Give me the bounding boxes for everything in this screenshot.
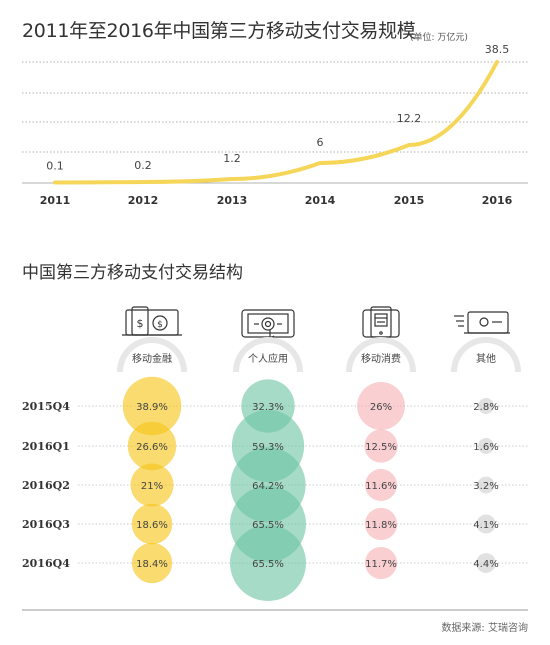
x-tick-label: 2016 — [482, 194, 513, 207]
bubble — [364, 507, 398, 541]
bubble — [131, 503, 173, 545]
bubble — [365, 469, 397, 501]
bubble-value-label: 4.4% — [473, 559, 498, 570]
column-arc — [451, 337, 521, 373]
bubble-value-label: 59.3% — [252, 442, 284, 453]
bubble — [357, 382, 405, 430]
mobile-consumption-icon — [362, 306, 400, 338]
column-label: 移动金融 — [132, 352, 172, 365]
bubble — [131, 542, 173, 584]
bubble — [478, 438, 494, 454]
data-label: 1.2 — [223, 152, 241, 165]
bubble-value-label: 65.5% — [252, 520, 284, 531]
bubble-value-label: 12.5% — [365, 442, 397, 453]
column-arc — [117, 337, 187, 373]
bubble — [122, 376, 182, 436]
bubble — [477, 476, 495, 494]
column-label: 个人应用 — [248, 352, 288, 365]
page-title: 2011年至2016年中国第三方移动支付交易规模 — [22, 20, 416, 42]
column-arc — [233, 337, 303, 373]
data-label: 0.1 — [46, 160, 64, 173]
data-label: 12.2 — [397, 112, 422, 125]
bubble — [230, 525, 306, 601]
bubble-value-label: 21% — [141, 481, 163, 492]
x-tick-label: 2012 — [128, 194, 159, 207]
bubble-value-label: 18.6% — [136, 520, 168, 531]
bubble-value-label: 11.8% — [365, 520, 397, 531]
bubble-value-label: 11.7% — [365, 559, 397, 570]
svg-text:$: $ — [157, 320, 163, 330]
bubble-column-header-arcs — [117, 337, 521, 373]
bubble-column-labels: 移动金融 个人应用 移动消费 其他 — [132, 352, 496, 365]
x-tick-label: 2011 — [40, 194, 71, 207]
mobile-finance-icon: $ $ — [122, 306, 182, 336]
bubble-value-label: 26% — [370, 402, 392, 413]
source-note: 数据来源: 艾瑞咨询 — [441, 623, 528, 634]
line-chart-series — [53, 60, 499, 185]
bubble-value-label: 11.6% — [365, 481, 397, 492]
bubble-value-label: 2.8% — [473, 402, 498, 413]
bubble-row-labels: 2015Q4 2016Q1 2016Q2 2016Q3 2016Q4 — [22, 400, 70, 570]
bubble — [476, 514, 496, 534]
bubble — [364, 546, 398, 580]
bubble — [476, 553, 496, 573]
row-label: 2016Q1 — [22, 440, 70, 453]
bubble-value-label: 3.2% — [473, 481, 498, 492]
column-label: 其他 — [476, 352, 496, 365]
bubble-value-label: 4.1% — [473, 520, 498, 531]
bubble-value-label: 32.3% — [252, 402, 284, 413]
bubble-value-labels: 38.9% 26.6% 21% 18.6% 18.4% 32.3% 59.3% 64.2% 65… — [136, 402, 499, 570]
row-label: 2015Q4 — [22, 400, 70, 413]
bubble-value-label: 1.6% — [473, 442, 498, 453]
x-tick-label: 2013 — [217, 194, 248, 207]
unit-note: (单位: 万亿元) — [410, 33, 468, 43]
bubble-marks — [122, 376, 496, 601]
data-label: 6 — [317, 136, 324, 149]
data-label: 38.5 — [485, 43, 510, 56]
bubble-value-label: 26.6% — [136, 442, 168, 453]
bubble — [127, 421, 177, 471]
personal-app-icon — [241, 309, 295, 339]
data-label: 0.2 — [134, 159, 152, 172]
row-label: 2016Q3 — [22, 518, 70, 531]
column-arc — [346, 337, 416, 373]
bubble — [130, 463, 174, 507]
bubble-value-label: 38.9% — [136, 402, 168, 413]
x-tick-label: 2014 — [305, 194, 336, 207]
series-line — [53, 60, 499, 185]
bubble — [478, 398, 494, 414]
bubble-value-label: 65.5% — [252, 559, 284, 570]
bubble — [364, 429, 398, 463]
column-label: 移动消费 — [361, 352, 401, 365]
line-chart-value-labels: 0.1 0.2 1.2 6 12.2 38.5 — [46, 43, 509, 173]
bubble-value-label: 64.2% — [252, 481, 284, 492]
line-chart-x-ticks: 2011 2012 2013 2014 2015 2016 — [40, 194, 513, 207]
bubble-value-label: 18.4% — [136, 559, 168, 570]
money-transfer-icon — [454, 311, 510, 334]
x-tick-label: 2015 — [394, 194, 425, 207]
svg-text:$: $ — [137, 317, 144, 330]
row-label: 2016Q4 — [22, 557, 70, 570]
section-title-structure: 中国第三方移动支付交易结构 — [22, 263, 243, 283]
row-label: 2016Q2 — [22, 479, 70, 492]
